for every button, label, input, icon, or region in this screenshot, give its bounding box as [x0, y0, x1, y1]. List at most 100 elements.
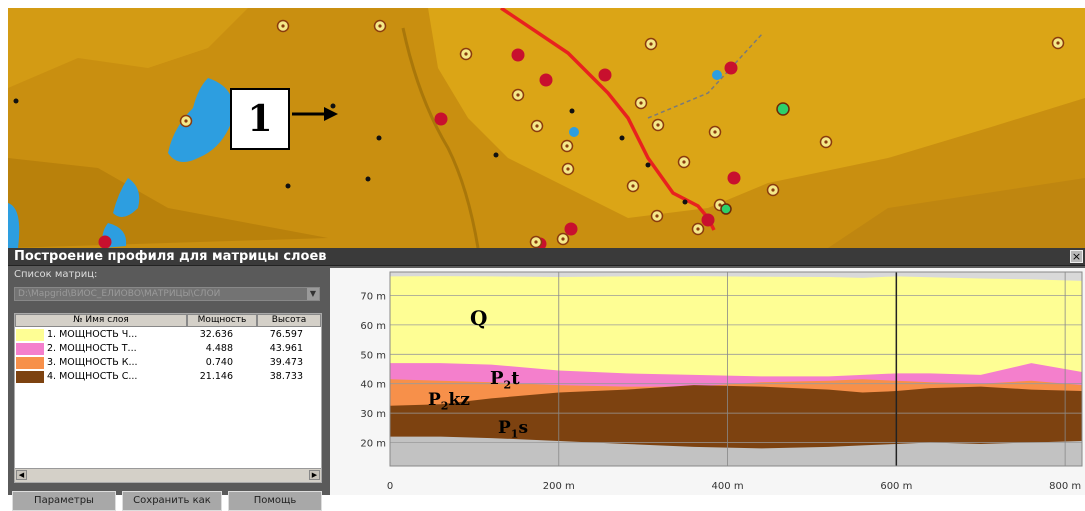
- scroll-left-icon[interactable]: ◀: [16, 470, 27, 480]
- well-marker-dot: [535, 124, 539, 128]
- dashed-line: [647, 32, 764, 119]
- matrix-path: D:\Mapgrid\ВИОС_ЕЛИОВО\МАТРИЦЫ\СЛОИ: [18, 289, 221, 299]
- callout-arrow: [292, 107, 338, 121]
- map-view[interactable]: 1: [8, 8, 1085, 248]
- well-marker: [701, 213, 715, 227]
- profile-chart-svg: 70 m 60 m 50 m 40 m 30 m 20 m 0 200 m 400 m 600 m…: [360, 271, 1083, 492]
- well-markers: [13, 19, 1065, 248]
- layer-row[interactable]: 4. МОЩНОСТЬ С... 21.146 38.733: [15, 370, 321, 384]
- help-button[interactable]: Помощь: [228, 491, 322, 511]
- layer-height: 39.473: [269, 357, 303, 368]
- layer-row[interactable]: 3. МОЩНОСТЬ К... 0.740 39.473: [15, 356, 321, 370]
- scroll-right-icon[interactable]: ▶: [309, 470, 320, 480]
- well-marker-dot: [534, 240, 538, 244]
- column-header-thickness[interactable]: Мощность: [187, 314, 257, 327]
- y-tick-label: 60 m: [360, 321, 386, 332]
- well-marker: [724, 61, 738, 75]
- well-marker: [511, 48, 525, 62]
- close-button[interactable]: ×: [1070, 250, 1083, 263]
- terrain-map: [8, 8, 1085, 248]
- x-tick-label: 400 m: [712, 481, 744, 492]
- point-marker: [569, 108, 575, 114]
- layer-thickness: 0.740: [205, 357, 233, 368]
- point-marker: [645, 162, 651, 168]
- close-icon: ×: [1071, 250, 1082, 263]
- well-marker: [598, 68, 612, 82]
- well-marker-dot: [566, 167, 570, 171]
- well-marker-dot: [771, 188, 775, 192]
- point-marker: [330, 103, 336, 109]
- layer-height: 38.733: [269, 371, 303, 382]
- matrix-panel: Список матриц: D:\Mapgrid\ВИОС_ЕЛИОВО\МА…: [8, 267, 330, 511]
- point-marker: [13, 98, 19, 104]
- y-tick-label: 40 m: [360, 380, 386, 391]
- layer-color-swatch: [16, 371, 44, 383]
- point-marker: [376, 135, 382, 141]
- well-marker: [564, 222, 578, 236]
- well-marker-dot: [696, 227, 700, 231]
- layer-row[interactable]: 2. МОЩНОСТЬ Т... 4.488 43.961: [15, 342, 321, 356]
- layer-row[interactable]: 1. МОЩНОСТЬ Ч... 32.636 76.597: [15, 328, 321, 342]
- layer-label-p2kz: P2kz: [428, 390, 470, 413]
- layer-list[interactable]: № Имя слоя Мощность Высота 1. МОЩНОСТЬ Ч…: [14, 313, 322, 483]
- lake: [113, 178, 140, 217]
- well-marker: [712, 70, 722, 80]
- well-marker-dot: [682, 160, 686, 164]
- well-marker: [727, 171, 741, 185]
- route-line: [500, 8, 716, 231]
- well-marker-dot: [631, 184, 635, 188]
- well-marker-dot: [639, 101, 643, 105]
- well-marker-dot: [824, 140, 828, 144]
- point-marker: [619, 135, 625, 141]
- x-tick-label: 800 m: [1049, 481, 1081, 492]
- column-header-height[interactable]: Высота: [257, 314, 321, 327]
- terrain-light-area: [8, 8, 248, 88]
- matrix-select[interactable]: D:\Mapgrid\ВИОС_ЕЛИОВО\МАТРИЦЫ\СЛОИ ▼: [14, 287, 320, 301]
- layer-color-swatch: [16, 329, 44, 341]
- well-marker: [720, 203, 732, 215]
- well-marker-dot: [464, 52, 468, 56]
- profile-chart[interactable]: 70 m 60 m 50 m 40 m 30 m 20 m 0 200 m 400 m 600 m…: [330, 268, 1085, 495]
- y-tick-label: 70 m: [360, 292, 386, 303]
- layer-name: 1. МОЩНОСТЬ Ч...: [47, 329, 138, 340]
- series-area-base: [390, 436, 1082, 466]
- well-marker-dot: [655, 214, 659, 218]
- point-marker: [493, 152, 499, 158]
- plot-frame: [389, 271, 1083, 467]
- terrain-light-area: [428, 8, 1085, 218]
- well-marker-dot: [656, 123, 660, 127]
- well-marker-dot: [281, 24, 285, 28]
- layer-label-q: Q: [470, 306, 488, 330]
- well-marker-dot: [1056, 41, 1060, 45]
- well-marker: [434, 112, 448, 126]
- point-marker: [682, 199, 688, 205]
- layer-thickness: 32.636: [199, 329, 233, 340]
- well-marker-dot: [649, 42, 653, 46]
- well-marker-dot: [184, 119, 188, 123]
- road: [401, 27, 480, 248]
- y-tick-label: 50 m: [360, 350, 386, 361]
- layer-color-swatch: [16, 357, 44, 369]
- well-marker-dot: [516, 93, 520, 97]
- lake: [168, 78, 234, 162]
- y-tick-label: 30 m: [360, 409, 386, 420]
- x-tick-label: 200 m: [543, 481, 575, 492]
- params-button[interactable]: Параметры: [12, 491, 116, 511]
- save-as-button[interactable]: Сохранить как: [122, 491, 222, 511]
- point-marker: [365, 176, 371, 182]
- well-marker-dot: [565, 144, 569, 148]
- x-tick-label: 600 m: [880, 481, 912, 492]
- column-header-name[interactable]: № Имя слоя: [15, 314, 187, 327]
- chevron-down-icon[interactable]: ▼: [307, 288, 319, 300]
- point-marker: [285, 183, 291, 189]
- well-marker-dot: [561, 237, 565, 241]
- layer-name: 3. МОЩНОСТЬ К...: [47, 357, 138, 368]
- layer-name: 2. МОЩНОСТЬ Т...: [47, 343, 137, 354]
- well-marker: [776, 102, 790, 116]
- well-marker: [569, 127, 579, 137]
- layer-color-swatch: [16, 343, 44, 355]
- layer-thickness: 4.488: [205, 343, 233, 354]
- dialog-title: Построение профиля для матрицы слоев: [8, 248, 1085, 266]
- horizontal-scrollbar[interactable]: ◀ ▶: [15, 468, 321, 482]
- layer-label-p2t: P2t: [490, 368, 520, 392]
